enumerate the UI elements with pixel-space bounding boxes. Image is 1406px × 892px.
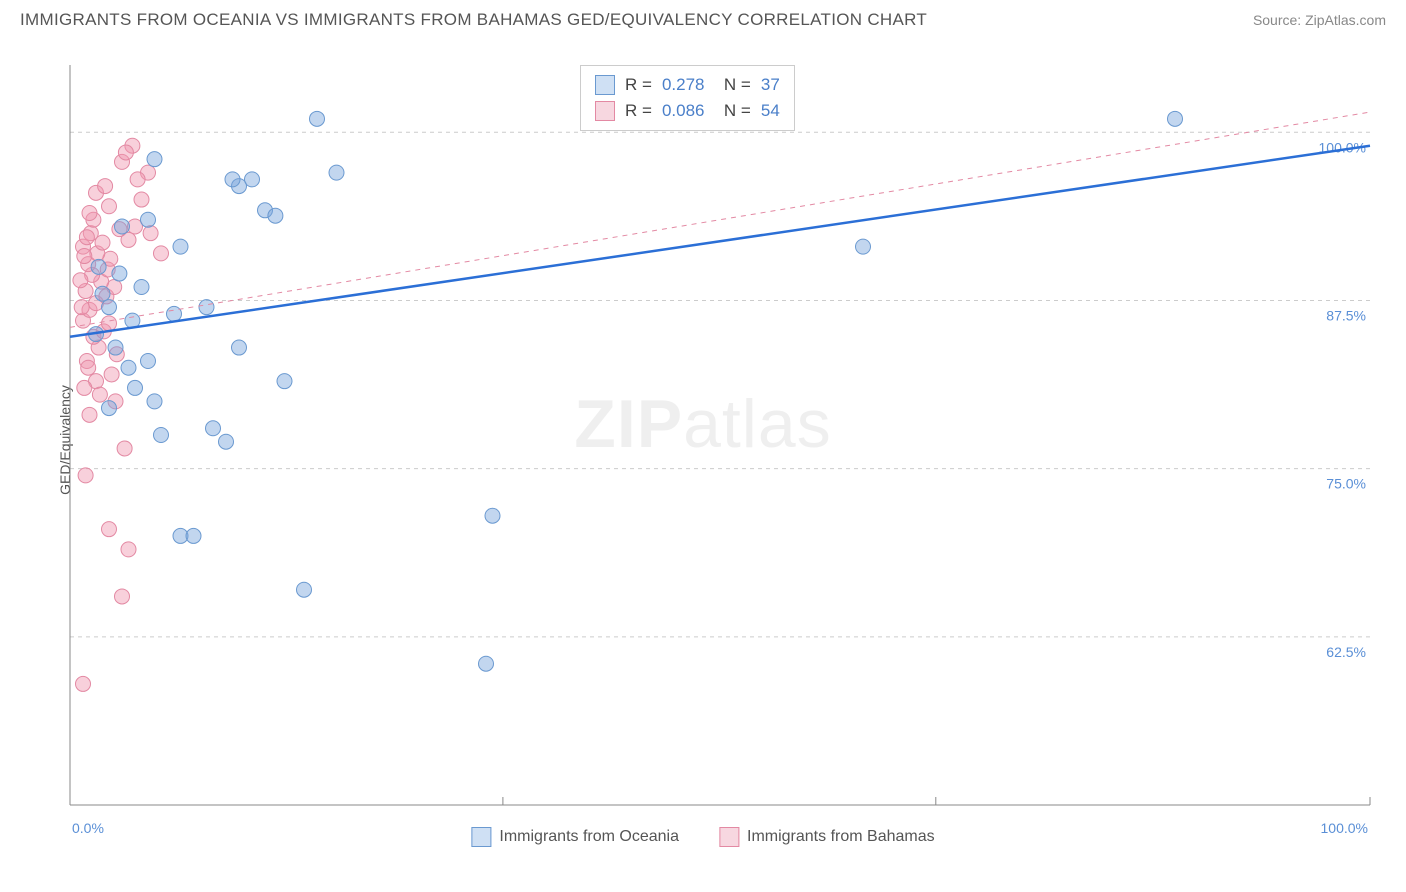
legend-item-bahamas: Immigrants from Bahamas [719,827,935,847]
svg-text:0.0%: 0.0% [72,820,104,836]
bottom-legend: Immigrants from Oceania Immigrants from … [471,827,934,847]
svg-text:87.5%: 87.5% [1326,307,1366,323]
swatch-bahamas-bottom [719,827,739,847]
scatter-chart: 62.5%75.0%87.5%100.0%0.0%100.0% [20,35,1386,845]
source-label: Source: ZipAtlas.com [1253,12,1386,28]
page-title: IMMIGRANTS FROM OCEANIA VS IMMIGRANTS FR… [20,10,927,30]
chart-container: GED/Equivalency ZIPatlas 62.5%75.0%87.5%… [20,35,1386,845]
legend-item-oceania: Immigrants from Oceania [471,827,679,847]
swatch-bahamas [595,101,615,121]
correlation-legend: R = 0.278 N = 37 R = 0.086 N = 54 [580,65,795,131]
swatch-oceania-bottom [471,827,491,847]
corr-row-oceania: R = 0.278 N = 37 [595,72,780,98]
svg-text:62.5%: 62.5% [1326,644,1366,660]
swatch-oceania [595,75,615,95]
corr-row-bahamas: R = 0.086 N = 54 [595,98,780,124]
svg-text:100.0%: 100.0% [1321,820,1368,836]
svg-text:75.0%: 75.0% [1326,476,1366,492]
